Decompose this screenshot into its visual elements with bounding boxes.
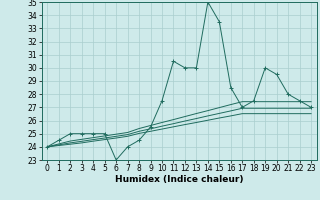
X-axis label: Humidex (Indice chaleur): Humidex (Indice chaleur) — [115, 175, 244, 184]
